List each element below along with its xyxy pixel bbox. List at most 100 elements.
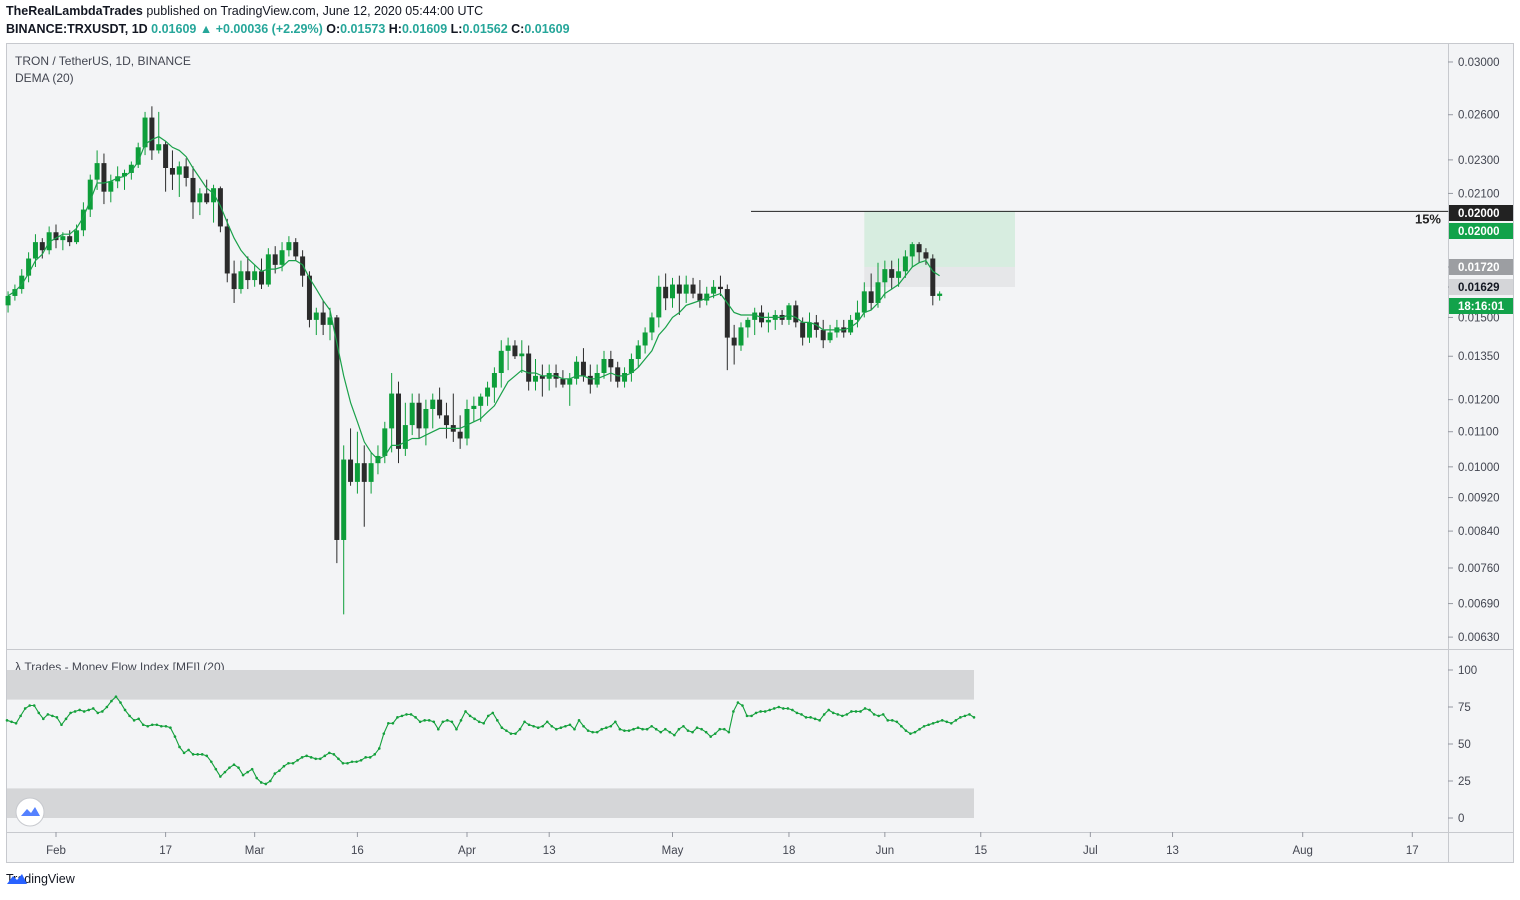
candle[interactable] <box>306 271 312 328</box>
price-tag[interactable]: 0.01629 <box>1449 279 1513 295</box>
candle[interactable] <box>334 314 340 564</box>
candle[interactable] <box>348 428 354 486</box>
target-zone[interactable] <box>864 211 1015 267</box>
candle[interactable] <box>793 300 799 328</box>
candle[interactable] <box>149 106 155 160</box>
candle[interactable] <box>60 232 66 251</box>
candle[interactable] <box>485 381 491 406</box>
candle[interactable] <box>690 277 696 299</box>
candle[interactable] <box>259 258 264 290</box>
candle[interactable] <box>704 286 710 306</box>
stop-zone[interactable] <box>864 266 1015 288</box>
candle[interactable] <box>46 226 52 255</box>
candle[interactable] <box>252 264 258 287</box>
candle[interactable] <box>608 350 614 382</box>
candle[interactable] <box>526 345 532 391</box>
candle[interactable] <box>697 280 703 308</box>
candle[interactable] <box>5 291 11 313</box>
candle[interactable] <box>738 322 744 351</box>
candle[interactable] <box>115 166 121 189</box>
candle[interactable] <box>512 340 518 359</box>
candle[interactable] <box>313 307 319 336</box>
candle[interactable] <box>156 111 162 154</box>
candle[interactable] <box>361 445 367 527</box>
candle[interactable] <box>224 218 230 283</box>
candle[interactable] <box>519 340 525 374</box>
candle[interactable] <box>19 269 25 294</box>
candle[interactable] <box>539 364 545 397</box>
candle[interactable] <box>622 367 628 388</box>
candle[interactable] <box>389 373 395 453</box>
candle[interactable] <box>211 184 217 223</box>
candle[interactable] <box>443 402 449 439</box>
candle[interactable] <box>354 431 360 494</box>
candle[interactable] <box>430 393 436 429</box>
candle[interactable] <box>286 236 292 257</box>
dema-line[interactable] <box>7 135 940 461</box>
candle[interactable] <box>293 238 299 261</box>
candle[interactable] <box>197 188 203 216</box>
candle[interactable] <box>26 252 32 283</box>
footer-brand[interactable]: TradingView <box>6 872 75 886</box>
candle[interactable] <box>656 275 662 328</box>
candle[interactable] <box>902 250 908 278</box>
candle[interactable] <box>464 399 470 446</box>
candle[interactable] <box>930 254 936 306</box>
candle[interactable] <box>820 319 826 349</box>
candle[interactable] <box>649 312 655 341</box>
candle[interactable] <box>327 307 333 341</box>
candle[interactable] <box>245 256 251 290</box>
candle[interactable] <box>108 174 114 203</box>
candle[interactable] <box>135 142 141 168</box>
candle[interactable] <box>457 415 463 449</box>
candle[interactable] <box>87 174 93 217</box>
author-name[interactable]: TheRealLambdaTrades <box>6 4 143 18</box>
mfi-line[interactable] <box>6 695 975 785</box>
candle[interactable] <box>601 350 607 379</box>
candle[interactable] <box>368 452 374 494</box>
candle[interactable] <box>574 356 580 385</box>
candle[interactable] <box>615 361 621 388</box>
candle[interactable] <box>786 302 792 325</box>
candle[interactable] <box>663 273 669 311</box>
candle[interactable] <box>204 179 210 205</box>
price-tag[interactable]: 18:16:01 <box>1449 298 1513 314</box>
candle[interactable] <box>670 277 675 308</box>
candle[interactable] <box>80 202 86 237</box>
candle[interactable] <box>423 399 429 446</box>
candle[interactable] <box>169 150 175 190</box>
candle[interactable] <box>341 445 347 615</box>
candle[interactable] <box>505 337 511 371</box>
candle[interactable] <box>889 260 895 290</box>
candle[interactable] <box>122 169 127 190</box>
candle[interactable] <box>717 275 723 296</box>
candle[interactable] <box>498 340 504 388</box>
candle[interactable] <box>176 161 182 197</box>
candle[interactable] <box>533 358 538 391</box>
candle[interactable] <box>642 327 648 354</box>
candle[interactable] <box>437 387 443 419</box>
candle[interactable] <box>478 393 484 422</box>
candle[interactable] <box>813 314 819 338</box>
candle[interactable] <box>396 381 401 464</box>
candle[interactable] <box>848 314 854 336</box>
candle[interactable] <box>868 273 874 311</box>
candle[interactable] <box>882 260 888 299</box>
candle[interactable] <box>67 230 73 247</box>
candle[interactable] <box>731 324 737 365</box>
price-tag[interactable]: 0.02000 <box>1449 223 1513 239</box>
candle[interactable] <box>896 258 902 287</box>
candle[interactable] <box>916 242 922 263</box>
candle[interactable] <box>231 260 237 303</box>
candle[interactable] <box>635 340 641 368</box>
candle[interactable] <box>807 312 812 343</box>
candle[interactable] <box>12 284 18 301</box>
candle[interactable] <box>183 158 189 187</box>
candle[interactable] <box>53 224 59 249</box>
candle[interactable] <box>752 307 758 336</box>
candle[interactable] <box>101 153 107 205</box>
candle[interactable] <box>724 284 730 371</box>
candle[interactable] <box>163 141 169 192</box>
candle[interactable] <box>765 312 771 333</box>
